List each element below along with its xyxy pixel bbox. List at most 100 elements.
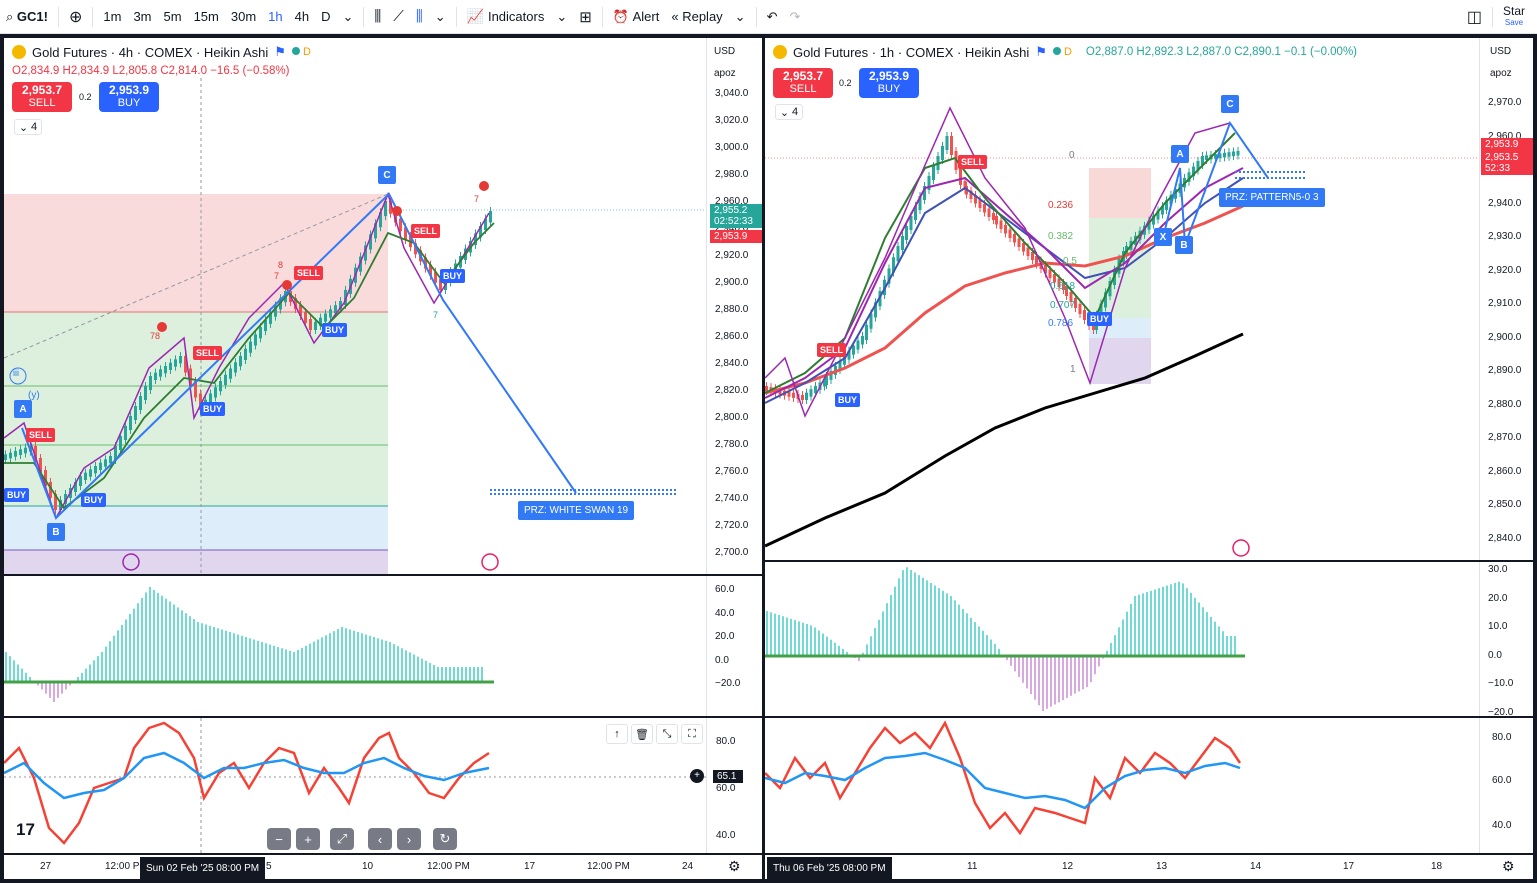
left-time-axis[interactable]: 27 12:00 P 5 10 12:00 PM 17 12:00 PM 24 … <box>4 855 762 879</box>
candle <box>19 449 22 455</box>
zoom-out-button[interactable]: − <box>267 828 291 850</box>
alert-button[interactable]: ⏰ Alert <box>612 8 660 25</box>
candle <box>434 271 437 283</box>
chart-layout: Gold Futures · 4h · COMEX · Heikin Ashi … <box>0 34 1537 883</box>
candles-type-button[interactable]: ⫼ <box>368 0 387 34</box>
interval-5m[interactable]: 5m <box>163 9 182 24</box>
compare-add-button[interactable]: ⊕ <box>63 0 88 34</box>
interval-D[interactable]: D <box>321 9 331 24</box>
interval-1m[interactable]: 1m <box>103 9 122 24</box>
axis-tick: −20.0 <box>1488 706 1514 717</box>
buy-button[interactable]: 2,953.9 BUY <box>859 68 919 98</box>
currency-label[interactable]: USD <box>714 46 736 57</box>
search-icon: ⌕ <box>6 8 17 24</box>
pane-maximize-button[interactable]: ⛶ <box>681 724 703 744</box>
left-oscillator-pane[interactable] <box>4 576 706 716</box>
candles-icon: ⫼ <box>374 8 382 25</box>
signal-tag-sell: SELL <box>411 224 441 238</box>
candle <box>1147 220 1151 230</box>
scroll-left-button[interactable]: ‹ <box>368 828 392 850</box>
fib-zone-blue <box>4 506 388 550</box>
right-main-pane[interactable]: Gold Futures · 1h · COMEX · Heikin Ashi … <box>765 38 1479 560</box>
left-rsi-pane[interactable]: ↑ 🗑 ⤡ ⛶ 17 − + ⤢ ‹ › ↻ <box>4 718 706 853</box>
gold-coin-icon <box>12 45 26 59</box>
prz-label[interactable]: PRZ: PATTERN5-0 3 <box>1219 188 1325 207</box>
buy-button[interactable]: 2,953.9 BUY <box>99 82 159 112</box>
divider <box>755 6 757 27</box>
sell-button[interactable]: 2,953.7 SELL <box>773 68 833 98</box>
settings-gear-icon[interactable]: ⚙ <box>728 858 741 874</box>
left-osc-axis: 60.0 40.0 20.0 0.0 −20.0 <box>706 576 762 716</box>
line-type-button[interactable]: ⟋ <box>387 0 410 34</box>
right-time-axis[interactable]: 11 12 13 14 17 18 Thu 06 Feb '25 08:00 P… <box>765 855 1533 879</box>
interval-30m[interactable]: 30m <box>230 9 257 24</box>
signal-tag-buy: BUY <box>322 323 348 337</box>
pattern-point-b[interactable]: B <box>47 523 65 541</box>
sell-button[interactable]: 2,953.7 SELL <box>12 82 72 112</box>
candle <box>1169 194 1173 205</box>
redo-button[interactable]: ↷ <box>783 0 806 34</box>
axis-tick: 3,020.0 <box>715 115 749 126</box>
signal-tag-buy: BUY <box>4 488 30 502</box>
right-oscillator-pane[interactable] <box>765 562 1479 716</box>
divider <box>57 6 59 27</box>
layout-toggle-button[interactable]: ◫ <box>1461 0 1488 34</box>
interval-dropdown[interactable]: ⌄ <box>336 0 359 34</box>
left-price-axis[interactable]: USD apoz 3,040.0 3,020.0 3,000.0 2,980.0 2,9… <box>706 38 762 574</box>
interval-15m[interactable]: 15m <box>193 9 219 24</box>
time-tick: 12:00 PM <box>587 861 630 872</box>
abc-pattern <box>21 192 577 520</box>
reset-chart-button[interactable]: ↻ <box>433 828 457 850</box>
axis-tick: 2,840.0 <box>1488 532 1522 544</box>
pane-delete-button[interactable]: 🗑 <box>631 724 653 744</box>
undo-button[interactable]: ↶ <box>761 0 784 34</box>
settings-gear-icon[interactable]: ⚙ <box>1502 858 1515 874</box>
indicators-dropdown[interactable]: ⌄ <box>550 0 573 34</box>
left-main-pane[interactable]: Gold Futures · 4h · COMEX · Heikin Ashi … <box>4 38 706 574</box>
candle <box>249 341 252 353</box>
candle <box>389 201 392 214</box>
pattern-point-a[interactable]: A <box>14 400 32 418</box>
pattern-point-c[interactable]: C <box>1221 95 1239 113</box>
interval-4h[interactable]: 4h <box>294 9 310 24</box>
replay-button[interactable]: « Replay <box>671 9 723 24</box>
right-legend[interactable]: Gold Futures · 1h · COMEX · Heikin Ashi … <box>773 44 1357 60</box>
scale-label[interactable]: apoz <box>714 68 736 79</box>
prz-label[interactable]: PRZ: WHITE SWAN 19 <box>518 501 635 520</box>
interval-1h[interactable]: 1h <box>268 9 283 24</box>
account-button[interactable]: Star Save <box>1502 3 1525 27</box>
right-price-axis[interactable]: USD apoz 2,970.02,960.02,950.02,940.02,9… <box>1479 38 1533 560</box>
ask-price-label: 2,953.9 <box>1481 138 1533 151</box>
interval-3m[interactable]: 3m <box>133 9 152 24</box>
pane-collapse-button[interactable]: ⤡ <box>656 724 678 744</box>
collapse-indicators-button[interactable]: ⌄ 4 <box>775 104 803 120</box>
chart-type-dropdown[interactable]: ⌄ <box>429 0 452 34</box>
fit-screen-button[interactable]: ⤢ <box>330 828 354 850</box>
candle <box>4 454 7 460</box>
scale-label[interactable]: apoz <box>1490 68 1512 79</box>
layouts-button[interactable]: ⊞ <box>573 0 598 34</box>
collapse-indicators-button[interactable]: ⌄ 4 <box>14 119 42 135</box>
candle <box>1218 153 1222 159</box>
heikin-ashi-button[interactable]: ⫼ <box>410 0 429 34</box>
lightning-circle-icon <box>481 553 499 571</box>
currency-label[interactable]: USD <box>1490 46 1512 57</box>
time-tick: 17 <box>524 861 536 872</box>
scroll-right-button[interactable]: › <box>397 828 421 850</box>
indicators-button[interactable]: 📈 Indicators <box>466 8 545 24</box>
replay-dropdown[interactable]: ⌄ <box>729 0 752 34</box>
pattern-point-b[interactable]: B <box>1175 236 1193 254</box>
candle <box>963 181 967 190</box>
pattern-point-c[interactable]: C <box>378 166 396 184</box>
zoom-in-button[interactable]: + <box>296 828 320 850</box>
signal-tag-buy: BUY <box>1087 312 1113 326</box>
left-legend[interactable]: Gold Futures · 4h · COMEX · Heikin Ashi … <box>12 44 311 60</box>
symbol-search[interactable]: ⌕ GC1! <box>6 8 48 25</box>
minus-icon: − <box>275 831 283 847</box>
pattern-point-x[interactable]: X <box>1154 228 1172 246</box>
pane-move-up-button[interactable]: ↑ <box>606 724 628 744</box>
right-rsi-pane[interactable] <box>765 718 1479 853</box>
candle <box>54 494 57 510</box>
plus-circle-icon[interactable]: + <box>690 769 704 783</box>
pattern-point-a[interactable]: A <box>1171 145 1189 163</box>
